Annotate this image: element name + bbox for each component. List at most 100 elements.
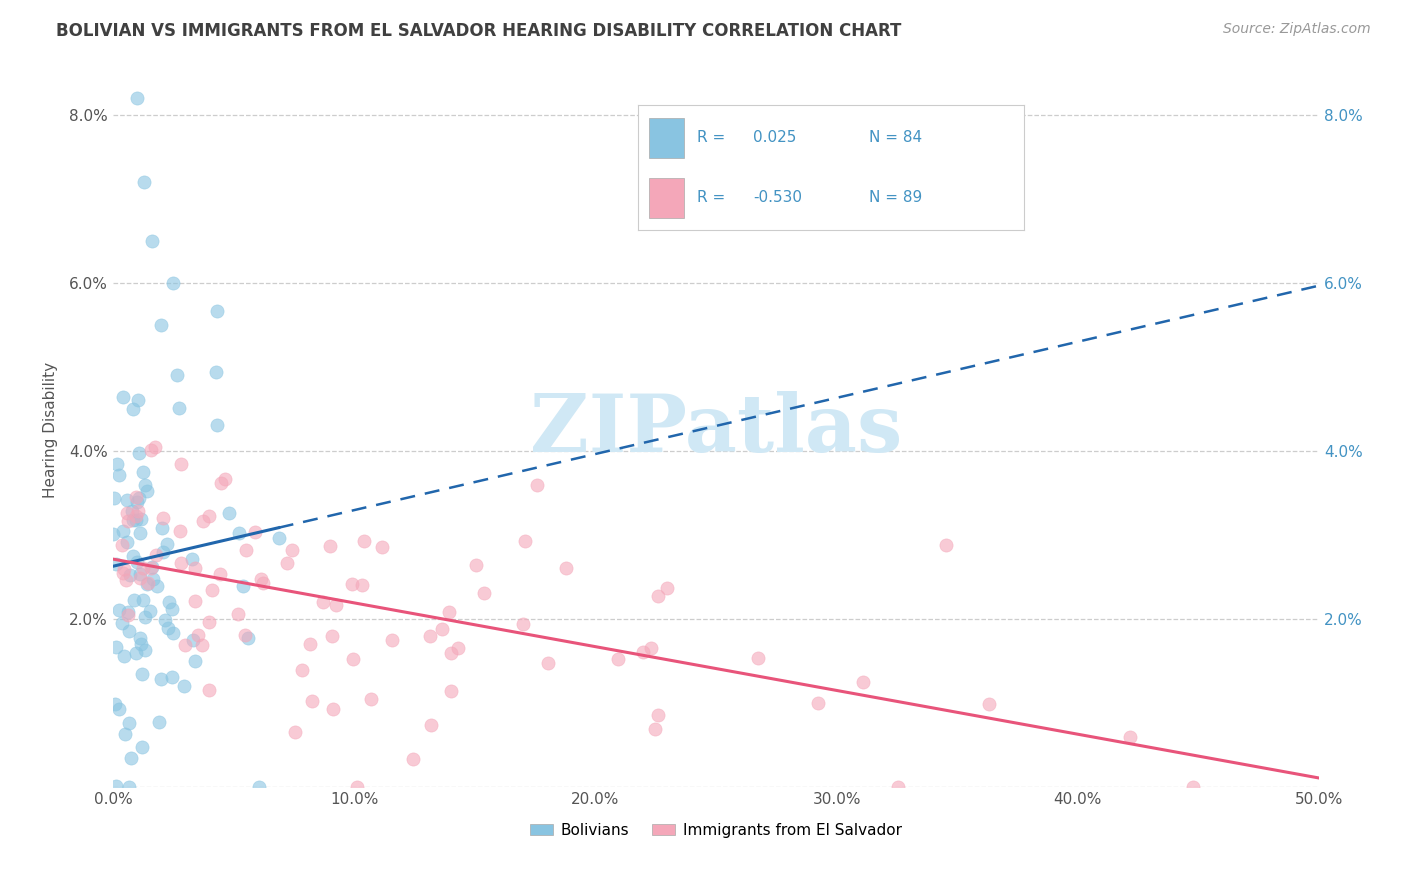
Point bbox=[243, 524, 266, 539]
Point bbox=[127, 555, 149, 569]
Point bbox=[657, 582, 679, 596]
Point bbox=[162, 276, 184, 290]
Point bbox=[104, 640, 127, 654]
Point bbox=[208, 566, 231, 581]
Point bbox=[128, 446, 150, 460]
Point bbox=[127, 393, 149, 408]
Point bbox=[235, 542, 257, 557]
Point bbox=[342, 651, 364, 665]
Point bbox=[122, 593, 145, 607]
Point bbox=[935, 538, 957, 552]
Point bbox=[128, 567, 150, 582]
Point bbox=[198, 615, 221, 629]
Point bbox=[125, 495, 148, 509]
Point bbox=[114, 727, 136, 741]
Point bbox=[139, 604, 162, 618]
Point bbox=[284, 725, 307, 739]
Point bbox=[127, 504, 149, 518]
Point bbox=[125, 513, 148, 527]
Point bbox=[852, 675, 875, 690]
Point bbox=[184, 593, 207, 607]
Point bbox=[125, 490, 148, 504]
Point bbox=[115, 493, 138, 508]
Point bbox=[149, 672, 172, 686]
Point bbox=[118, 624, 141, 638]
Point bbox=[346, 780, 368, 794]
Point bbox=[117, 514, 139, 528]
Point bbox=[122, 549, 145, 563]
Point bbox=[181, 632, 204, 647]
Point bbox=[125, 646, 148, 660]
Point bbox=[153, 613, 176, 627]
Point bbox=[111, 524, 134, 538]
Point bbox=[169, 524, 191, 538]
Point bbox=[352, 577, 374, 591]
Point bbox=[108, 603, 131, 617]
Point bbox=[108, 467, 131, 482]
Point bbox=[105, 558, 128, 572]
Point bbox=[181, 551, 204, 566]
Point bbox=[136, 576, 159, 591]
Point bbox=[353, 534, 375, 549]
Point bbox=[131, 667, 153, 681]
Point bbox=[162, 625, 184, 640]
Point bbox=[134, 642, 156, 657]
Text: ZIPatlas: ZIPatlas bbox=[530, 391, 903, 469]
Point bbox=[131, 561, 153, 575]
Point bbox=[209, 475, 232, 490]
Point bbox=[141, 443, 163, 458]
Point bbox=[134, 175, 156, 189]
Point bbox=[112, 562, 135, 576]
Point bbox=[141, 234, 163, 248]
Point bbox=[218, 506, 240, 520]
Point bbox=[101, 527, 124, 541]
Point bbox=[252, 575, 274, 590]
Point bbox=[129, 512, 152, 526]
Point bbox=[115, 534, 138, 549]
Point bbox=[606, 652, 628, 666]
Point bbox=[440, 646, 463, 660]
Text: Source: ZipAtlas.com: Source: ZipAtlas.com bbox=[1223, 22, 1371, 37]
Point bbox=[371, 540, 394, 554]
Point bbox=[184, 654, 207, 668]
Point bbox=[439, 605, 461, 619]
Point bbox=[187, 628, 209, 642]
Point bbox=[233, 628, 256, 642]
Point bbox=[512, 617, 534, 632]
Point bbox=[129, 526, 152, 541]
Point bbox=[201, 583, 224, 598]
Point bbox=[141, 559, 163, 574]
Point bbox=[128, 571, 150, 585]
Point bbox=[118, 716, 141, 731]
Text: BOLIVIAN VS IMMIGRANTS FROM EL SALVADOR HEARING DISABILITY CORRELATION CHART: BOLIVIAN VS IMMIGRANTS FROM EL SALVADOR … bbox=[56, 22, 901, 40]
Point bbox=[228, 526, 250, 541]
Point bbox=[136, 576, 159, 591]
Point bbox=[111, 566, 134, 581]
Point bbox=[129, 631, 152, 645]
Point bbox=[249, 572, 271, 586]
Point bbox=[143, 440, 166, 454]
Point bbox=[132, 465, 155, 479]
Point bbox=[145, 548, 167, 562]
Point bbox=[132, 592, 155, 607]
Point bbox=[340, 577, 363, 591]
Point bbox=[135, 483, 157, 498]
Point bbox=[170, 457, 193, 471]
Point bbox=[134, 478, 156, 492]
Point bbox=[184, 560, 207, 574]
Point bbox=[647, 708, 669, 723]
Point bbox=[142, 572, 165, 586]
Point bbox=[301, 693, 323, 707]
Point bbox=[419, 628, 441, 642]
Point bbox=[207, 417, 229, 432]
Point bbox=[232, 579, 254, 593]
Point bbox=[321, 629, 343, 643]
Point bbox=[977, 698, 1000, 712]
Point bbox=[122, 513, 145, 527]
Point bbox=[447, 641, 470, 656]
Point bbox=[464, 558, 486, 573]
Point bbox=[631, 645, 654, 659]
Point bbox=[319, 540, 342, 554]
Point bbox=[173, 679, 195, 693]
Point bbox=[145, 579, 167, 593]
